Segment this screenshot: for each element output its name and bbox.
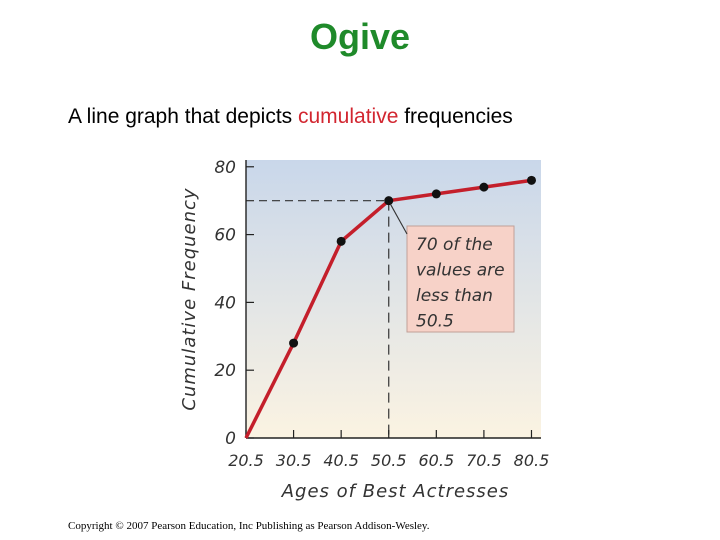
callout-box bbox=[406, 225, 515, 333]
annotation-callout: 70 of the values are less than 50.5 bbox=[390, 204, 515, 333]
y-tick-label: 80 bbox=[214, 158, 236, 178]
callout-text-line: 50.5 bbox=[416, 312, 454, 332]
y-tick-label: 40 bbox=[214, 293, 236, 313]
slide-subtitle: A line graph that depicts cumulative fre… bbox=[68, 105, 513, 129]
data-point bbox=[289, 338, 299, 348]
y-tick-label: 20 bbox=[214, 361, 236, 381]
callout-text-line: 70 of the bbox=[416, 235, 493, 255]
x-tick-label: 30.5 bbox=[276, 451, 312, 470]
slide-title: Ogive bbox=[309, 16, 411, 57]
subtitle-highlight: cumulative bbox=[298, 105, 399, 128]
subtitle-text-start: A line graph that depicts bbox=[68, 105, 298, 128]
callout-text-line: less than bbox=[416, 286, 493, 306]
series-group bbox=[244, 175, 536, 439]
subtitle-text-end: frequencies bbox=[398, 105, 513, 128]
x-tick-label: 70.5 bbox=[466, 451, 502, 470]
x-tick-label: 50.5 bbox=[371, 451, 407, 470]
data-point bbox=[336, 236, 346, 246]
data-point bbox=[526, 175, 536, 185]
copyright-text: Copyright © 2007 Pearson Education, Inc … bbox=[68, 520, 430, 532]
x-axis-label: Ages of Best Actresses bbox=[281, 481, 510, 502]
reference-lines bbox=[246, 200, 390, 438]
data-point bbox=[384, 196, 394, 206]
callout-text-line: values are bbox=[416, 261, 505, 281]
y-tick-label: 0 bbox=[225, 429, 236, 449]
data-point bbox=[431, 189, 441, 199]
y-axis-label: Cumulative Frequency bbox=[179, 187, 200, 410]
data-point bbox=[479, 182, 489, 192]
axes: 0 20 40 60 80 20.5 30.5 40.5 50.5 60.5 70.5 80.5 bbox=[214, 158, 549, 470]
x-tick-label: 20.5 bbox=[228, 451, 264, 470]
x-tick-label: 60.5 bbox=[419, 451, 455, 470]
x-tick-label: 40.5 bbox=[323, 451, 359, 470]
x-tick-label: 80.5 bbox=[514, 451, 550, 470]
callout-pointer bbox=[390, 204, 408, 235]
y-tick-label: 60 bbox=[214, 226, 236, 246]
